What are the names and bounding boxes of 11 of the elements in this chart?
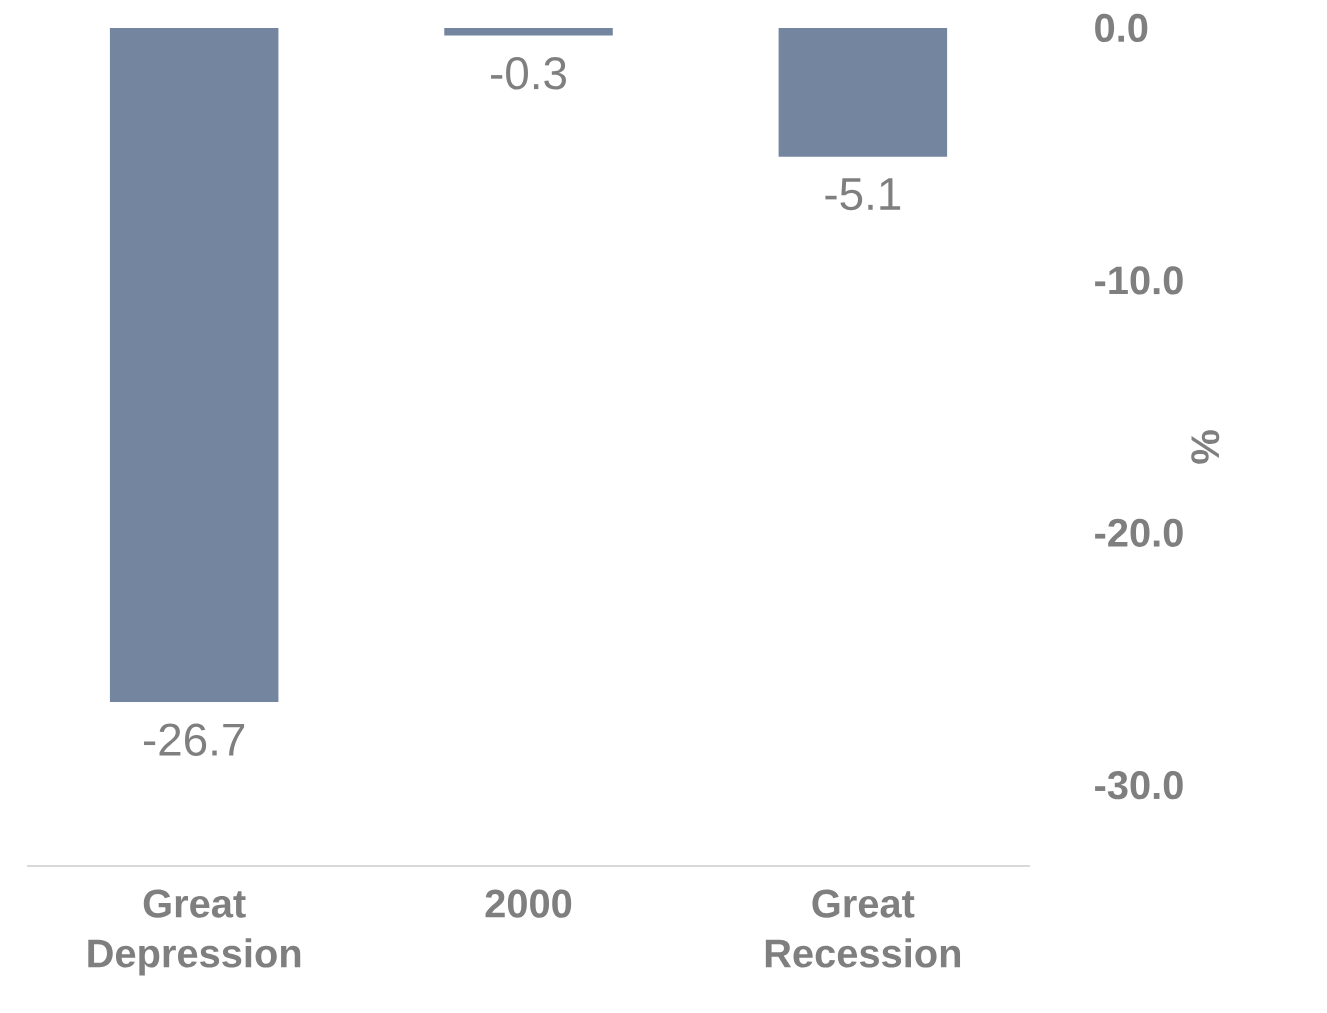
y-tick-label: -30.0 xyxy=(1095,771,1183,800)
y-tick-label: -10.0 xyxy=(1095,266,1183,295)
data-label: -26.7 xyxy=(143,723,245,756)
x-tick-label: Great Depression xyxy=(88,889,301,976)
x-tick-label: 2000 xyxy=(485,889,572,918)
y-tick-label: -20.0 xyxy=(1095,518,1183,547)
data-label: -5.1 xyxy=(825,178,901,211)
data-label: -0.3 xyxy=(491,57,566,90)
x-tick-label: Great Recession xyxy=(765,889,961,968)
y-tick-label: 0.0 xyxy=(1095,13,1148,43)
y-axis-title: % xyxy=(1191,430,1220,464)
